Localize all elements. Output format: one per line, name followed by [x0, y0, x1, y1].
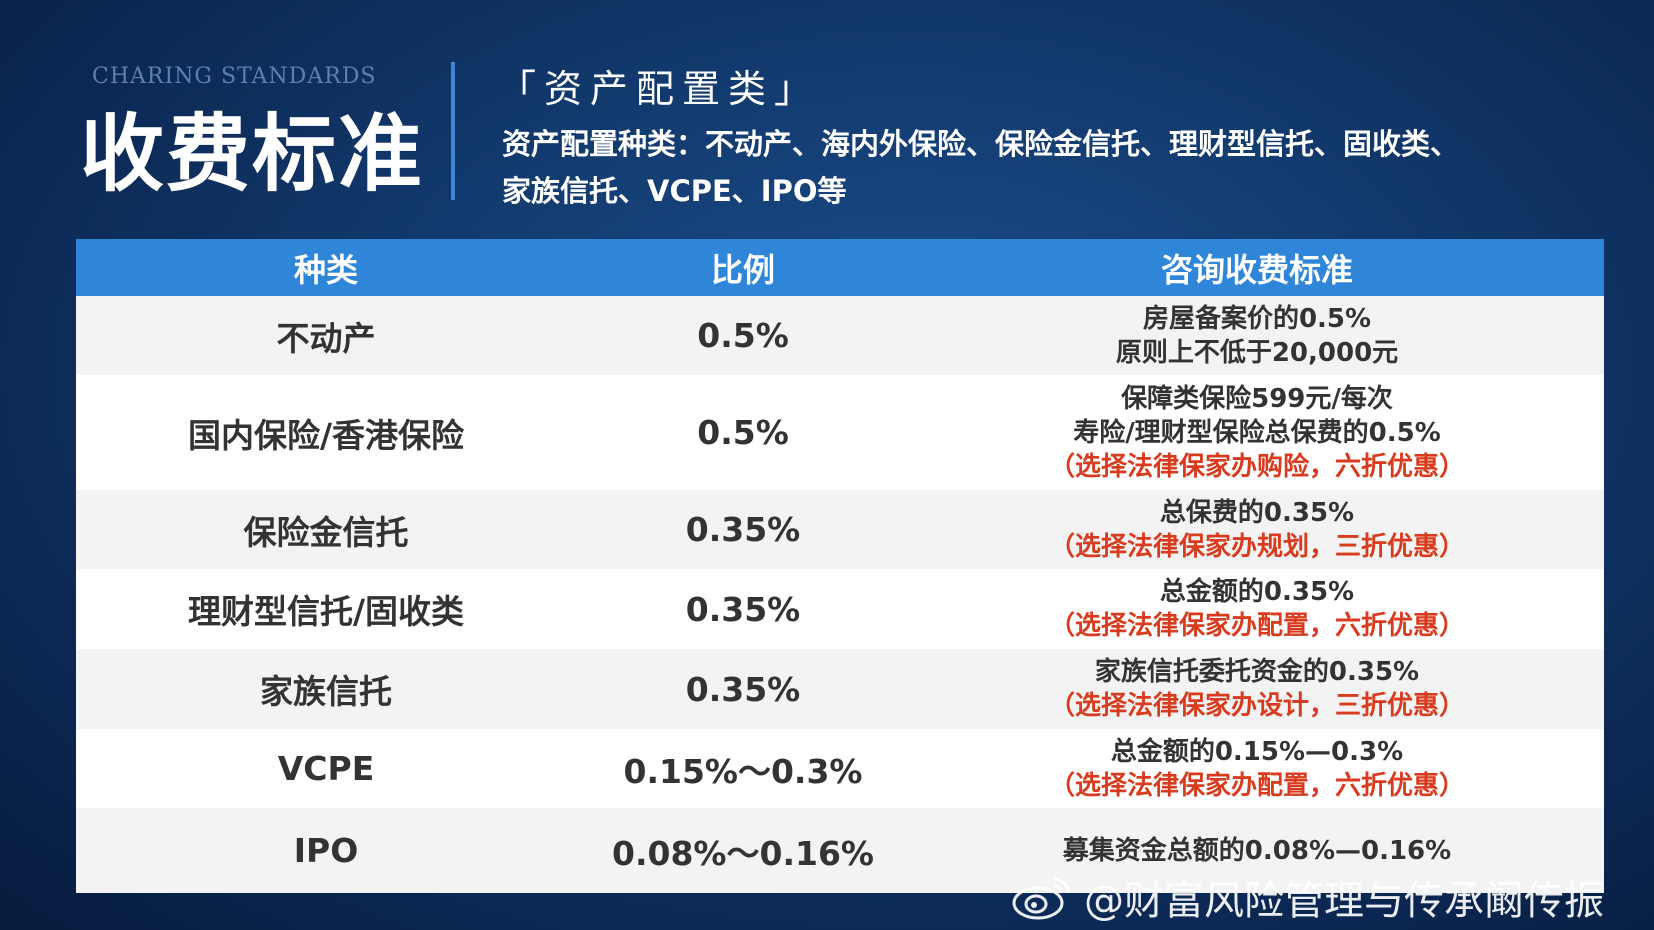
cell-ratio: 0.35%	[685, 669, 801, 709]
fee-discount-note: （选择法律保家办购险，六折优惠）	[1048, 451, 1465, 482]
fee-line: 保障类保险599元/每次	[1121, 383, 1393, 414]
fee-discount-note: （选择法律保家办配置，六折优惠）	[1048, 770, 1465, 801]
section-tag: 「资产配置类」	[498, 67, 821, 111]
fee-line: 家族信托委托资金的0.35%	[1094, 657, 1420, 687]
cell-ratio: 0.35%	[685, 589, 801, 629]
fee-line: 房屋备案价的0.5%	[1142, 303, 1372, 334]
cell-fee: 家族信托委托资金的0.35% （选择法律保家办设计，三折优惠）	[910, 649, 1604, 729]
cell-ratio: 0.5%	[697, 316, 789, 355]
cell-type: 不动产	[276, 318, 376, 358]
cell-type: IPO	[293, 831, 359, 870]
fee-discount-note: （选择法律保家办规划，三折优惠）	[1048, 531, 1465, 562]
cell-fee: 总保费的0.35% （选择法律保家办规划，三折优惠）	[910, 490, 1604, 569]
table-row: IPO 0.08%～0.16% 募集资金总额的0.08%—0.16%	[76, 808, 1604, 893]
cell-fee: 总金额的0.35% （选择法律保家办配置，六折优惠）	[910, 569, 1604, 649]
cell-fee: 总金额的0.15%—0.3% （选择法律保家办配置，六折优惠）	[910, 729, 1604, 808]
cell-type: 理财型信托/固收类	[187, 592, 465, 631]
header-subtitle-en: CHARING STANDARDS	[92, 64, 377, 89]
cell-ratio: 0.08%～0.16%	[612, 833, 874, 873]
fee-line: 募集资金总额的0.08%—0.16%	[1062, 835, 1452, 866]
cell-type: 保险金信托	[243, 512, 409, 552]
fee-line: 总金额的0.15%—0.3%	[1110, 736, 1404, 767]
column-header-ratio: 比例	[710, 250, 775, 289]
cell-type: VCPE	[277, 749, 375, 788]
fee-line: 寿险/理财型保险总保费的0.5%	[1073, 417, 1441, 448]
fee-line: 总保费的0.35%	[1159, 497, 1355, 528]
fee-line: 总金额的0.35%	[1159, 577, 1355, 607]
watermark-text: @财富风险管理与传承阚传振	[1084, 878, 1604, 924]
cell-fee: 募集资金总额的0.08%—0.16%	[910, 808, 1604, 893]
table-header: 种类 比例 咨询收费标准	[76, 239, 1604, 296]
table-row: 家族信托 0.35% 家族信托委托资金的0.35% （选择法律保家办设计，三折优惠）	[76, 649, 1604, 729]
cell-fee: 房屋备案价的0.5% 原则上不低于20,000元	[910, 296, 1604, 375]
table-row: VCPE 0.15%～0.3% 总金额的0.15%—0.3% （选择法律保家办配置，六…	[76, 729, 1604, 808]
fee-discount-note: （选择法律保家办配置，六折优惠）	[1048, 611, 1465, 641]
table-row: 不动产 0.5% 房屋备案价的0.5% 原则上不低于20,000元	[76, 296, 1604, 375]
fee-line: 原则上不低于20,000元	[1115, 337, 1399, 368]
cell-type: 家族信托	[260, 672, 392, 711]
fee-discount-note: （选择法律保家办设计，三折优惠）	[1048, 691, 1465, 721]
weibo-icon	[1012, 877, 1070, 920]
column-header-type: 种类	[293, 250, 358, 289]
description-line-2: 家族信托、VCPE、IPO等	[502, 174, 847, 208]
cell-type: 国内保险/香港保险	[187, 415, 465, 455]
column-header-fee: 咨询收费标准	[1160, 250, 1353, 289]
table-body: 不动产 0.5% 房屋备案价的0.5% 原则上不低于20,000元国内保险/香港保险 0…	[76, 296, 1604, 893]
table-row: 国内保险/香港保险 0.5% 保障类保险599元/每次 寿险/理财型保险总保费的0.5…	[76, 375, 1604, 490]
header-divider	[451, 62, 455, 200]
fee-table: 种类 比例 咨询收费标准 不动产 0.5% 房屋备案价的0.5% 原则上不低于20,0…	[76, 239, 1604, 893]
table-row: 保险金信托 0.35% 总保费的0.35% （选择法律保家办规划，三折优惠）	[76, 490, 1604, 569]
table-row: 理财型信托/固收类 0.35% 总金额的0.35% （选择法律保家办配置，六折优惠）	[76, 569, 1604, 649]
cell-ratio: 0.35%	[685, 510, 801, 549]
cell-ratio: 0.15%～0.3%	[623, 751, 863, 791]
section-description: 资产配置种类：不动产、海内外保险、保险金信托、理财型信托、固收类、 家族信托、V…	[502, 121, 1572, 215]
cell-fee: 保障类保险599元/每次 寿险/理财型保险总保费的0.5% （选择法律保家办购险，六…	[910, 375, 1604, 490]
watermark: @财富风险管理与传承阚传振	[1010, 868, 1604, 926]
page-title: 收费标准	[80, 104, 425, 203]
cell-ratio: 0.5%	[697, 413, 789, 452]
description-line-1: 资产配置种类：不动产、海内外保险、保险金信托、理财型信托、固收类、	[502, 127, 1460, 161]
